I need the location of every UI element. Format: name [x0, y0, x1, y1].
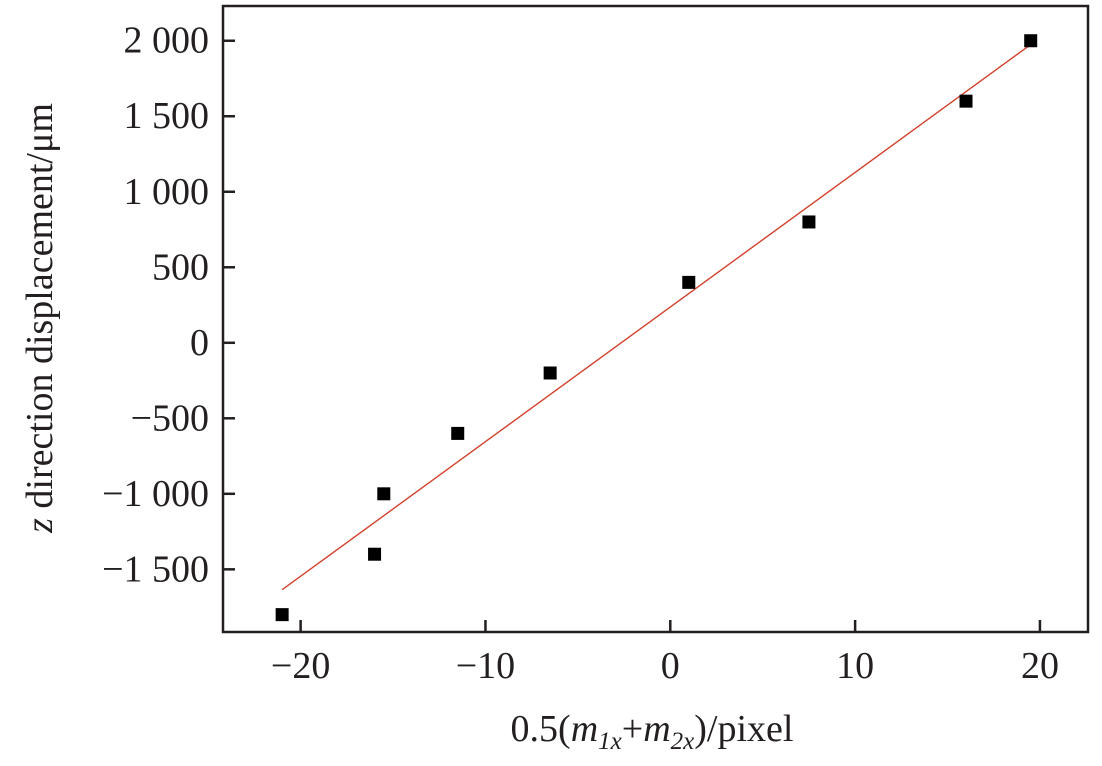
- y-tick-label: 1 000: [124, 171, 210, 213]
- y-tick-label: 500: [152, 246, 209, 288]
- x-axis: −20 −10 0 10 20: [271, 620, 1059, 687]
- y-tick-label: −500: [131, 397, 209, 439]
- x-axis-title: 0.5(m1x+m2x)/pixel: [511, 708, 794, 755]
- fit-line: [281, 43, 1032, 591]
- data-point-8: [1024, 34, 1038, 48]
- y-tick-label: −1 000: [102, 473, 209, 515]
- data-point-6: [802, 215, 816, 229]
- data-point-5: [682, 275, 696, 289]
- y-tick-label: 0: [190, 322, 209, 364]
- x-tick-label: 10: [836, 645, 874, 687]
- y-tick-label: −1 500: [102, 548, 209, 590]
- y-tick-label: 1 500: [124, 95, 210, 137]
- y-axis: 2 000 1 500 1 000 500 0 −500 −1 000 −1 500: [102, 20, 235, 590]
- plot-area: [275, 34, 1038, 622]
- data-point-0: [275, 608, 289, 622]
- y-axis-title: z direction displacement/μm: [19, 103, 61, 534]
- x-tick-label: 20: [1021, 645, 1059, 687]
- x-tick-label: −20: [271, 645, 330, 687]
- data-point-1: [368, 547, 382, 561]
- x-tick-label: 0: [661, 645, 680, 687]
- plot-frame: [221, 4, 1090, 634]
- x-tick-label: −10: [456, 645, 515, 687]
- y-tick-label: 2 000: [124, 20, 210, 62]
- data-point-7: [959, 94, 973, 108]
- data-point-4: [543, 366, 557, 380]
- data-point-3: [451, 426, 465, 440]
- data-point-2: [377, 487, 391, 501]
